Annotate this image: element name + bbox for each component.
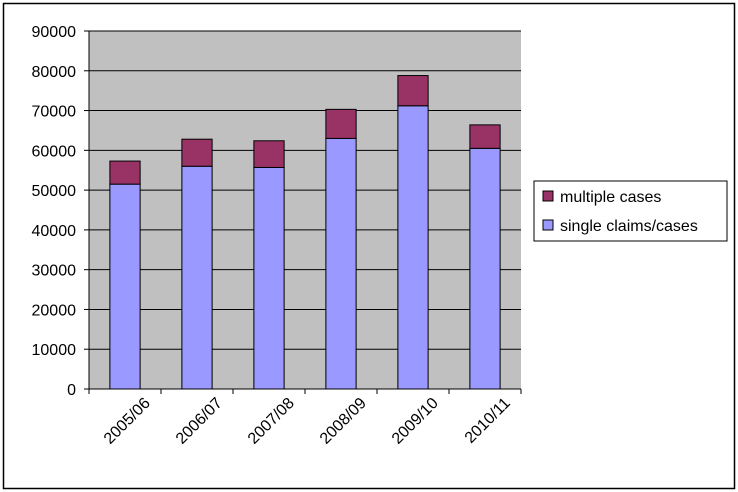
- bar-single-claims-cases-2009-10: [397, 105, 429, 390]
- bar-multiple-cases-2008-09: [325, 108, 357, 139]
- bar-single-claims-cases-2010-11: [469, 147, 501, 390]
- bars: [109, 75, 501, 390]
- legend: multiple cases single claims/cases: [533, 180, 728, 242]
- legend-swatch-multiple-cases: [542, 190, 554, 202]
- y-tick-label: 50000: [32, 183, 77, 200]
- legend-box: [533, 180, 728, 242]
- y-tick-label: 10000: [32, 342, 77, 359]
- bar-single-claims-cases-2007-08: [253, 166, 285, 390]
- y-tick-label: 0: [67, 382, 76, 399]
- legend-label-multiple-cases: multiple cases: [560, 189, 661, 206]
- legend-swatch-single-claims: [542, 219, 554, 231]
- y-tick-label: 70000: [32, 104, 77, 121]
- y-tick-label: 80000: [32, 64, 77, 81]
- legend-label-single-claims: single claims/cases: [560, 218, 698, 235]
- bar-single-claims-cases-2005-06: [109, 183, 141, 390]
- y-tick-labels: 0 10000 20000 30000 40000 50000 60000 70000 8000…: [32, 24, 77, 399]
- bar-multiple-cases-2009-10: [397, 75, 429, 107]
- bar-multiple-cases-2005-06: [109, 160, 141, 185]
- bar-single-claims-cases-2006-07: [181, 165, 213, 390]
- y-tick-label: 20000: [32, 302, 77, 319]
- bar-multiple-cases-2006-07: [181, 138, 213, 167]
- gridlines: [89, 30, 521, 350]
- axes: [84, 30, 522, 394]
- y-tick-label: 40000: [32, 223, 77, 240]
- bar-multiple-cases-2010-11: [469, 124, 501, 149]
- y-tick-label: 30000: [32, 263, 77, 280]
- y-tick-label: 60000: [32, 143, 77, 160]
- bar-multiple-cases-2007-08: [253, 140, 285, 168]
- bar-single-claims-cases-2008-09: [325, 137, 357, 390]
- y-tick-label: 90000: [32, 24, 77, 41]
- plot-area: [89, 31, 521, 389]
